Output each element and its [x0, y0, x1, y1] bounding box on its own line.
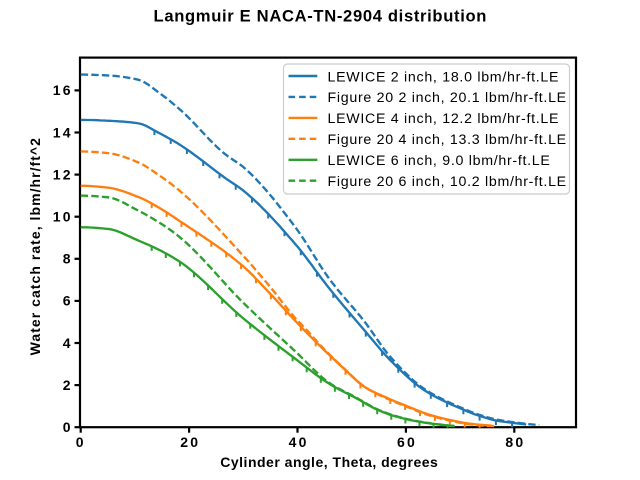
svg-text:Cylinder angle, Theta, degrees: Cylinder angle, Theta, degrees: [220, 454, 438, 470]
svg-text:Langmuir E NACA-TN-2904 distri: Langmuir E NACA-TN-2904 distribution: [154, 7, 488, 26]
svg-text:12: 12: [53, 166, 73, 182]
svg-text:4: 4: [63, 335, 73, 351]
svg-text:Water catch rate, lbm/hr/ft^2: Water catch rate, lbm/hr/ft^2: [27, 137, 43, 355]
svg-text:0: 0: [63, 419, 73, 435]
svg-text:0: 0: [76, 434, 86, 450]
svg-text:Figure 20 2 inch, 20.1 lbm/hr-: Figure 20 2 inch, 20.1 lbm/hr-ft.LE: [328, 90, 567, 106]
svg-text:40: 40: [289, 434, 309, 450]
svg-text:LEWICE 4 inch, 12.2 lbm/hr-ft.: LEWICE 4 inch, 12.2 lbm/hr-ft.LE: [328, 111, 560, 127]
svg-text:8: 8: [63, 251, 73, 267]
svg-text:14: 14: [53, 124, 73, 140]
svg-text:16: 16: [53, 82, 73, 98]
svg-text:6: 6: [63, 293, 73, 309]
svg-text:Figure 20 6 inch, 10.2 lbm/hr-: Figure 20 6 inch, 10.2 lbm/hr-ft.LE: [328, 174, 567, 190]
svg-text:LEWICE 2 inch, 18.0 lbm/hr-ft.: LEWICE 2 inch, 18.0 lbm/hr-ft.LE: [328, 69, 560, 85]
svg-text:10: 10: [53, 209, 73, 225]
svg-text:60: 60: [397, 434, 417, 450]
svg-text:80: 80: [505, 434, 525, 450]
svg-text:20: 20: [180, 434, 200, 450]
svg-text:2: 2: [63, 377, 73, 393]
svg-text:LEWICE 6 inch, 9.0 lbm/hr-ft.L: LEWICE 6 inch, 9.0 lbm/hr-ft.LE: [328, 153, 551, 169]
svg-text:Figure 20 4 inch, 13.3 lbm/hr-: Figure 20 4 inch, 13.3 lbm/hr-ft.LE: [328, 132, 567, 148]
